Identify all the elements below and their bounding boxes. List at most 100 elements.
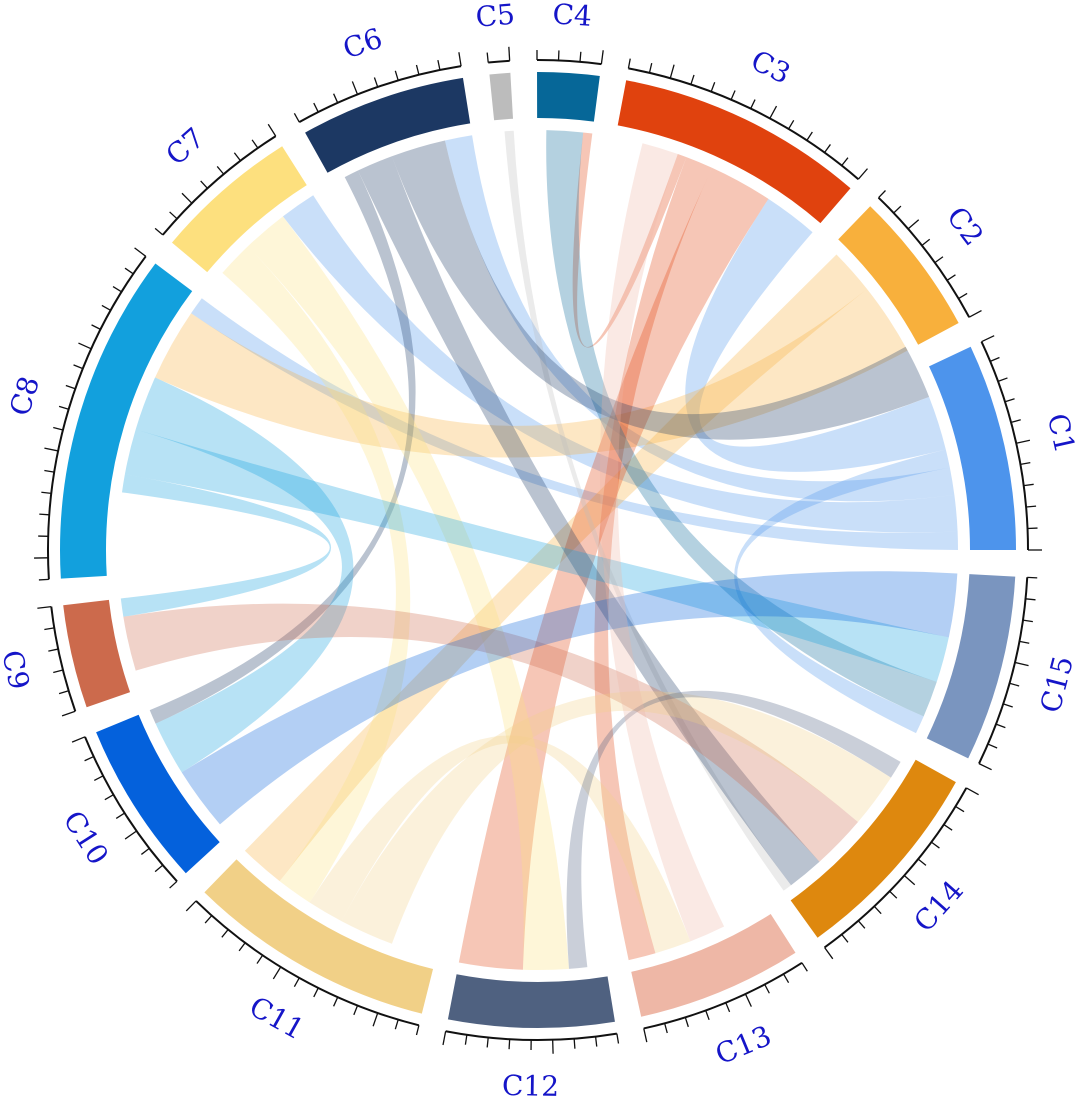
axis-tick (486, 1037, 489, 1048)
sector-c9 (63, 599, 131, 708)
axis-tick (351, 81, 359, 95)
axis-tick (169, 211, 178, 220)
sector-c14 (790, 759, 956, 938)
axis-tick (907, 219, 920, 230)
axis-tick (690, 74, 695, 85)
axis-tick (272, 966, 282, 980)
axis-tick (1025, 598, 1036, 601)
axis-tick (104, 794, 114, 801)
sector-label-c9: C9 (0, 647, 36, 693)
axis-tick (664, 1023, 668, 1034)
axis-tick (841, 934, 849, 943)
axis-tick (958, 292, 968, 300)
axis-tick (48, 648, 59, 652)
ribbon-c8-c9 (120, 474, 332, 617)
axis-c9 (50, 606, 77, 712)
axis-tick (955, 805, 965, 813)
sector-label-c4: C4 (552, 0, 593, 33)
axis-tick (981, 335, 995, 343)
sector-c7 (171, 146, 307, 273)
axis-tick (968, 310, 982, 318)
sector-label-c12: C12 (502, 1069, 560, 1100)
axis-c2 (877, 196, 971, 318)
axis-tick (84, 755, 94, 762)
axis-tick (643, 1028, 648, 1043)
axis-tick (934, 256, 944, 264)
axis-tick (824, 947, 834, 960)
axis-tick (154, 227, 164, 236)
axis-tick (464, 1034, 468, 1045)
axis-tick (801, 962, 808, 972)
axis-tick (769, 105, 778, 119)
axis-tick (1022, 619, 1033, 623)
axis-tick (921, 238, 931, 246)
axis-tick (44, 469, 55, 473)
axis-c1 (980, 341, 1029, 551)
axis-tick (91, 324, 101, 330)
sector-label-c6: C6 (339, 21, 387, 65)
sector-c15 (926, 574, 1016, 759)
axis-tick (373, 77, 379, 88)
ribbon-c8-c10 (135, 377, 354, 773)
ribbon-c11-c14 (341, 691, 891, 944)
chord-ribbons (120, 130, 959, 970)
axis-tick (233, 152, 241, 162)
axis-tick (903, 875, 916, 886)
axis-tick (730, 90, 736, 100)
sector-label-c1: C1 (1041, 411, 1079, 456)
axis-tick (44, 627, 55, 631)
sector-c2 (838, 206, 959, 345)
sector-c10 (96, 714, 220, 874)
axis-tick (1026, 505, 1037, 508)
ribbon-c2-c11 (244, 254, 868, 882)
axis-tick (946, 274, 956, 281)
axis-tick (442, 1031, 447, 1046)
axis-tick (415, 64, 420, 75)
sector-label-c13: C13 (711, 1019, 776, 1071)
axis-tick (41, 491, 52, 495)
axis-tick (978, 763, 992, 771)
axis-tick (313, 102, 319, 113)
ribbon-c3-c12 (458, 167, 769, 970)
axis-tick (873, 905, 882, 915)
axis-tick (486, 52, 489, 63)
axis-tick (917, 858, 927, 866)
axis-tick (705, 1010, 710, 1021)
axis-tick (841, 157, 849, 166)
ribbon-c6-c14 (357, 156, 820, 886)
axis-tick (61, 710, 76, 717)
chord-sectors (60, 71, 1016, 1028)
axis-tick (333, 93, 339, 104)
axis-tick (458, 52, 462, 67)
axis-tick (824, 144, 831, 153)
sector-c11 (204, 859, 434, 1014)
axis-tick (204, 915, 213, 924)
ribbon-c7-c11 (222, 246, 411, 903)
axis-tick (216, 166, 225, 175)
axis-tick (415, 1025, 420, 1036)
ribbon-c4-c15 (546, 130, 937, 717)
sector-c8 (60, 263, 193, 579)
axis-tick (394, 1019, 399, 1030)
axis-tick (744, 993, 752, 1007)
axis-tick (437, 59, 441, 71)
axis-tick (124, 267, 134, 275)
sector-c3 (617, 80, 851, 224)
axis-tick (579, 51, 582, 62)
sector-label-c5: C5 (474, 0, 516, 34)
axis-tick (1010, 419, 1021, 424)
axis-tick (989, 356, 1000, 362)
axis-c12 (445, 1030, 618, 1041)
ribbon-c6-c1 (391, 140, 930, 440)
axis-tick (115, 812, 125, 820)
axis-tick (806, 131, 813, 141)
axis-tick (943, 824, 953, 831)
axis-tick (995, 723, 1006, 729)
ribbon-c3-c4 (572, 132, 687, 348)
axis-c8 (47, 255, 147, 580)
axis-tick (154, 864, 164, 873)
axis-tick (65, 384, 76, 390)
sector-label-c7: C7 (160, 121, 211, 172)
axis-tick (293, 113, 300, 123)
